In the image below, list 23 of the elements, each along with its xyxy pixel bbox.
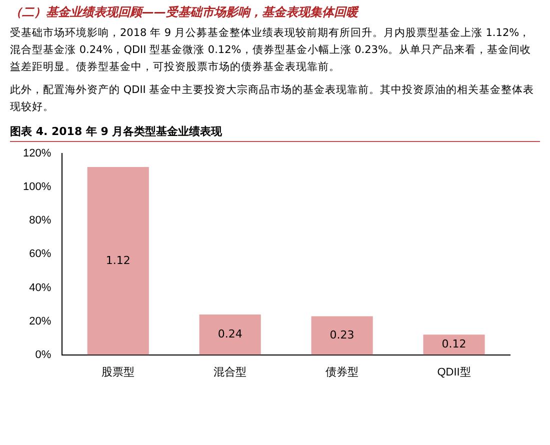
y-tick-label: 100% <box>22 181 52 194</box>
text: 此外，配置海外资产的 QDII 基金中主要投资大宗商品市场的基金表现靠前。其中投资原油的相关基金整体表现较好。 <box>10 83 536 115</box>
bar <box>311 316 373 355</box>
x-tick-label: 债券型 <box>326 365 359 378</box>
bar <box>87 167 149 355</box>
y-tick-label: 0% <box>35 348 52 361</box>
x-tick-label: QDII型 <box>437 366 471 378</box>
data-label: 1.12 <box>106 254 130 267</box>
y-tick-label: 40% <box>29 282 52 294</box>
data-label: 0.23 <box>330 328 354 342</box>
bar <box>199 314 261 355</box>
y-tick-label: 80% <box>29 214 52 227</box>
x-tick-label: 股票型 <box>102 366 135 378</box>
y-tick-label: 20% <box>29 315 52 328</box>
chart-title: 图表 4. 2018 年 9 月各类型基金业绩表现 <box>10 124 540 142</box>
x-tick-label: 混合型 <box>214 365 247 378</box>
data-label: 0.12 <box>442 338 466 351</box>
y-tick-label: 120% <box>22 148 52 160</box>
text: 受基础市场环境影响，2018 年 9 月公募基金整体业绩表现较前期有所回升。月内股票型基金上涨 1.12%，混合型基金涨 0.24%，QDII 型基金微涨 0.12%，债券型基金小幅上涨 0.23%。从单只产品来看，基金间收益差距明显。债券型基金中，可投资股票市场的债券基金表现靠前。 <box>10 26 532 75</box>
bar <box>423 334 485 355</box>
data-label: 0.24 <box>218 328 242 341</box>
y-tick-label: 60% <box>29 248 52 260</box>
chart-subtitle: （二）基金业绩表现回顾——受基础市场影响，基金表现集体回暖 <box>10 4 360 21</box>
